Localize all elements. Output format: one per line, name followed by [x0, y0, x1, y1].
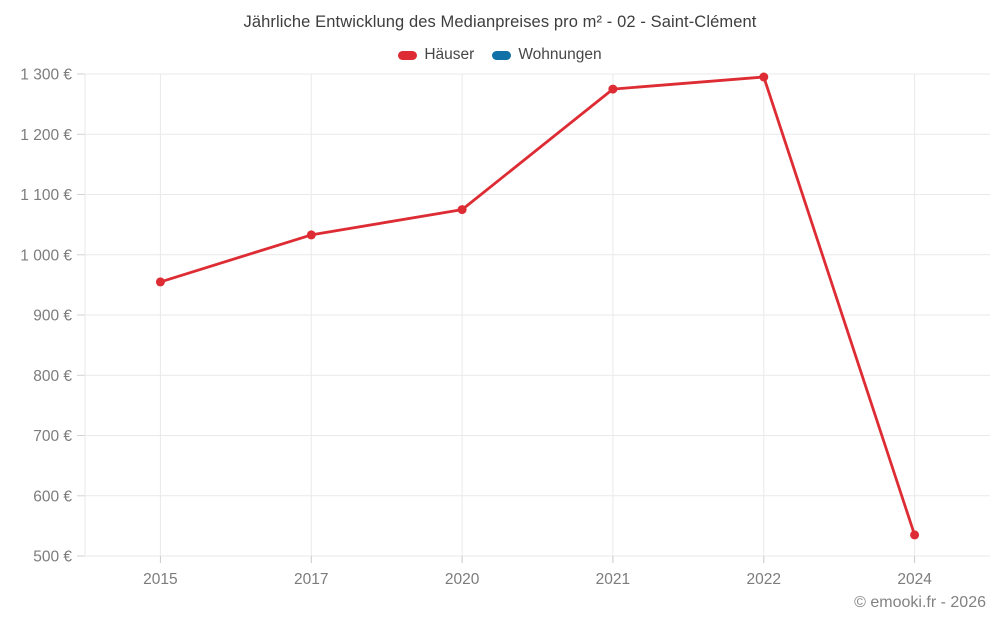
data-point[interactable]	[608, 84, 618, 94]
data-point[interactable]	[155, 277, 165, 287]
x-axis-label: 2021	[596, 571, 630, 588]
y-axis-label: 1 200 €	[20, 127, 72, 144]
page-title: Jährliche Entwicklung des Medianpreises …	[243, 13, 757, 31]
footer-credit: © emooki.fr - 2026	[854, 594, 986, 611]
y-axis-label: 600 €	[33, 488, 72, 505]
data-point[interactable]	[457, 205, 467, 215]
x-axis-label: 2017	[294, 571, 328, 588]
data-point[interactable]	[759, 72, 769, 82]
x-axis-label: 2024	[897, 571, 932, 588]
y-axis-label: 900 €	[33, 308, 72, 325]
x-axis-label: 2022	[747, 571, 781, 588]
y-axis-label: 800 €	[33, 368, 72, 385]
y-axis-label: 1 300 €	[20, 67, 72, 84]
legend-item-wohnungen[interactable]: Wohnungen	[492, 46, 602, 64]
data-point[interactable]	[910, 530, 920, 540]
x-axis-label: 2015	[143, 571, 177, 588]
data-point[interactable]	[306, 230, 316, 240]
legend-label-wohnungen: Wohnungen	[518, 46, 602, 63]
haeuser-series-swatch-icon	[398, 50, 418, 60]
x-axis-label: 2020	[445, 571, 480, 588]
legend-label-haeuser: Häuser	[424, 46, 475, 63]
y-axis-label: 500 €	[33, 549, 72, 566]
legend: Häuser Wohnungen	[0, 46, 1000, 64]
legend-item-haeuser[interactable]: Häuser	[398, 46, 474, 64]
y-axis-label: 1 000 €	[20, 247, 72, 264]
wohnungen-series-swatch-icon	[492, 50, 512, 60]
y-axis-label: 1 100 €	[20, 187, 72, 204]
y-axis-label: 700 €	[33, 428, 72, 445]
series-line	[158, 75, 916, 537]
